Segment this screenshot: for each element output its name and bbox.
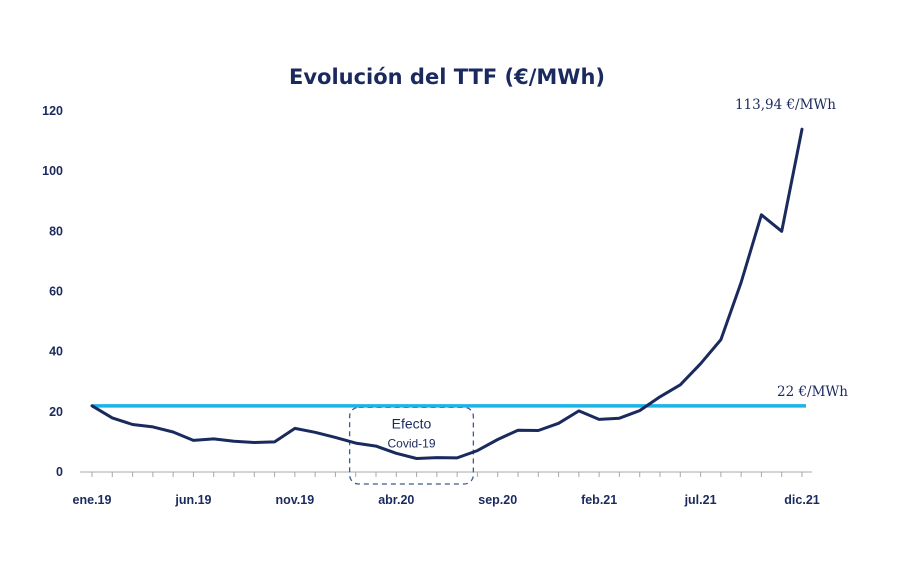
y-tick-label: 100	[42, 164, 63, 178]
chart-title: Evolución del TTF (€/MWh)	[289, 65, 605, 89]
x-tick-label: feb.21	[581, 493, 617, 507]
x-tick-label: nov.19	[276, 493, 315, 507]
x-tick-label: sep.20	[478, 493, 517, 507]
x-tick-label: jul.21	[684, 493, 717, 507]
x-tick-label: jun.19	[174, 493, 211, 507]
x-tick-label: dic.21	[784, 493, 819, 507]
covid-label-line1: Efecto	[392, 415, 432, 431]
last-value-label: 113,94 €/MWh	[735, 97, 836, 113]
x-tick-label: ene.19	[73, 493, 112, 507]
y-tick-label: 60	[49, 285, 63, 299]
ttf-series-line	[90, 127, 804, 460]
reference-line-label: 22 €/MWh	[777, 384, 848, 400]
y-tick-label: 40	[49, 345, 63, 359]
y-tick-label: 0	[56, 465, 63, 479]
y-tick-label: 20	[49, 405, 63, 419]
y-tick-label: 120	[42, 104, 63, 118]
y-tick-label: 80	[49, 224, 63, 238]
x-tick-label: abr.20	[378, 493, 414, 507]
covid-effect-box	[348, 406, 475, 485]
covid-label-line2: Covid-19	[387, 436, 435, 450]
